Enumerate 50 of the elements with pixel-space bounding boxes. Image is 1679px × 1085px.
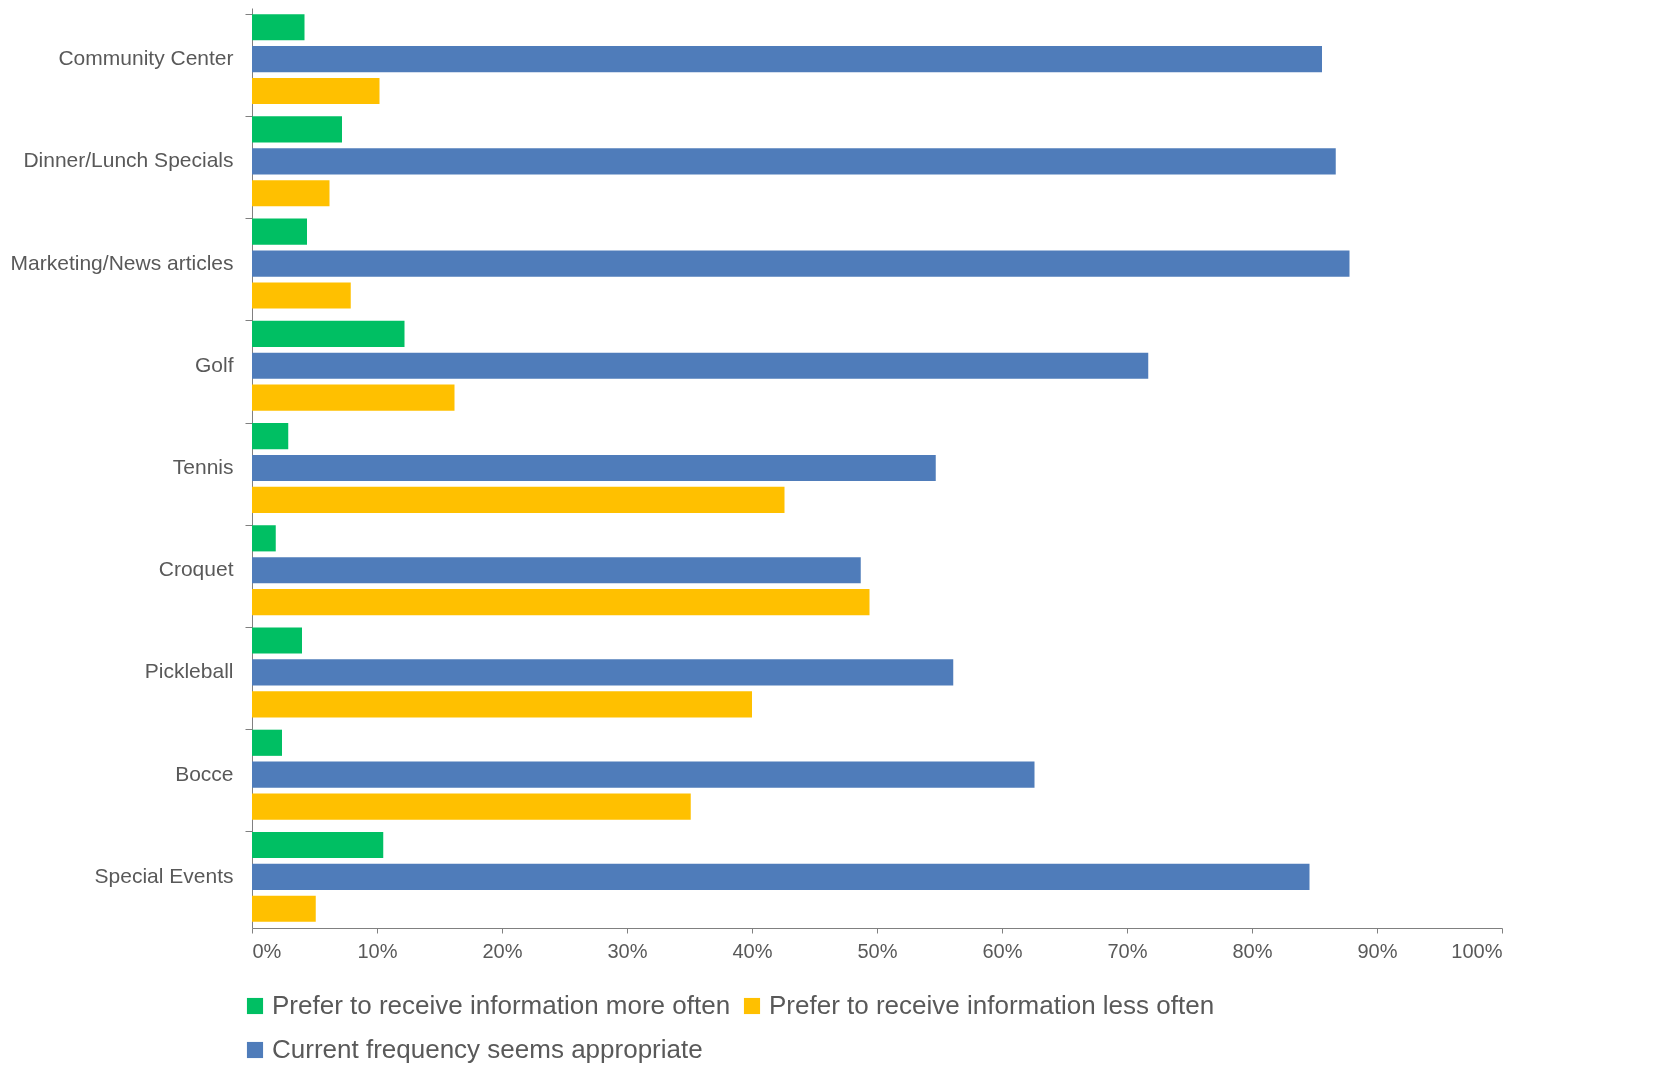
y-tick-label: Croquet [158, 557, 234, 581]
legend-label: Prefer to receive information more often [272, 990, 731, 1020]
bar [252, 589, 870, 616]
y-tick-label: Marketing/News articles [10, 250, 234, 274]
y-tick-label: Tennis [172, 455, 234, 478]
bar [252, 691, 752, 718]
bar [252, 761, 1035, 788]
x-tick-label: 0% [252, 939, 282, 962]
x-tick-label: 70% [1107, 939, 1148, 962]
bar [252, 77, 380, 105]
bar [252, 218, 307, 245]
y-tick-label: Bocce [175, 761, 234, 785]
bar [252, 557, 861, 584]
x-tick-label: 80% [1232, 939, 1273, 962]
x-tick-label: 40% [732, 939, 773, 962]
legend-label: Current frequency seems appropriate [272, 1034, 703, 1064]
x-tick-label: 90% [1357, 939, 1398, 962]
y-tick-label: Pickleball [144, 659, 234, 683]
bar [252, 793, 691, 820]
y-tick-label: Dinner/Lunch Specials [23, 148, 234, 172]
y-tick-label: Community Center [58, 46, 234, 70]
bar [252, 282, 351, 309]
bar [252, 352, 1149, 379]
bar [252, 384, 455, 411]
x-tick-label: 100% [1451, 939, 1503, 962]
x-tick-label: 10% [357, 939, 398, 962]
x-tick-label: 60% [982, 939, 1023, 962]
x-tick-label: 30% [607, 939, 648, 962]
bar [252, 454, 936, 482]
bar [252, 525, 276, 552]
bar [252, 659, 954, 686]
bar [252, 831, 384, 859]
bar [252, 423, 289, 450]
x-tick-label: 20% [482, 939, 523, 962]
bar [252, 863, 1310, 890]
bar [252, 180, 330, 207]
bar [252, 729, 282, 756]
y-tick-label: Golf [194, 352, 234, 376]
bar [252, 320, 405, 347]
bar [252, 486, 785, 513]
x-tick-label: 50% [857, 939, 898, 962]
bar [252, 895, 316, 922]
bar [252, 116, 342, 143]
legend-label: Prefer to receive information less often [769, 990, 1215, 1020]
bar [252, 46, 1322, 73]
bar [252, 627, 302, 654]
bar [252, 250, 1350, 277]
bar [252, 14, 305, 41]
bar [252, 148, 1336, 175]
y-tick-label: Special Events [94, 863, 234, 887]
